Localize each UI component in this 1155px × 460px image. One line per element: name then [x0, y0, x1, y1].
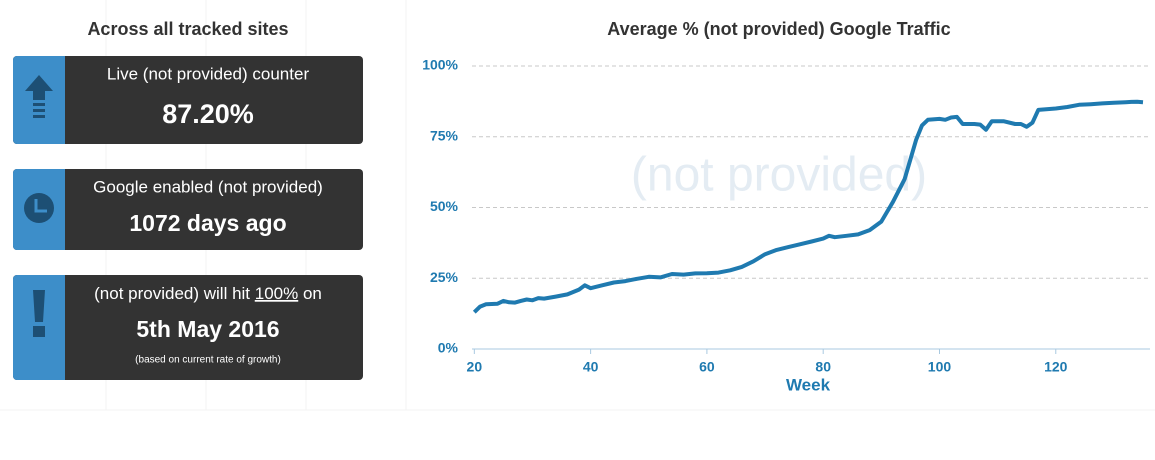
watermark: (not provided): [631, 149, 927, 202]
panel: [13, 56, 363, 144]
panel-title: (not provided) will hit 100% on: [94, 284, 322, 303]
exclamation-icon: [33, 290, 45, 337]
x-tick-label: 100: [928, 359, 952, 375]
data-line: [472, 99, 1144, 314]
panel-note: (based on current rate of growth): [135, 355, 281, 366]
y-tick-label: 25%: [430, 269, 459, 285]
panel-title: Live (not provided) counter: [107, 64, 310, 83]
x-tick-label: 80: [815, 359, 831, 375]
heading: Across all tracked sites: [87, 19, 288, 39]
arrow-icon: [25, 75, 53, 118]
panel: [13, 169, 363, 250]
chart-title: Average % (not provided) Google Traffic: [607, 19, 950, 39]
title-part: (not provided) will hit: [94, 284, 255, 303]
y-tick-label: 50%: [430, 198, 459, 214]
title-part: 100%: [255, 284, 298, 303]
y-tick-label: 100%: [422, 57, 458, 73]
clock-icon: [24, 193, 54, 223]
panel-title: Google enabled (not provided): [93, 177, 323, 196]
x-axis-label: Week: [786, 375, 831, 394]
title-part: on: [298, 284, 322, 303]
panel-value: 1072 days ago: [129, 210, 286, 236]
panel-value: 5th May 2016: [136, 316, 279, 342]
x-tick-label: 40: [583, 359, 599, 375]
y-tick-label: 0%: [438, 340, 459, 356]
x-tick-label: 20: [467, 359, 483, 375]
x-tick-label: 120: [1044, 359, 1068, 375]
y-tick-label: 75%: [430, 127, 459, 143]
panel: [13, 275, 363, 380]
panel-value: 87.20%: [162, 99, 254, 129]
x-tick-label: 60: [699, 359, 715, 375]
